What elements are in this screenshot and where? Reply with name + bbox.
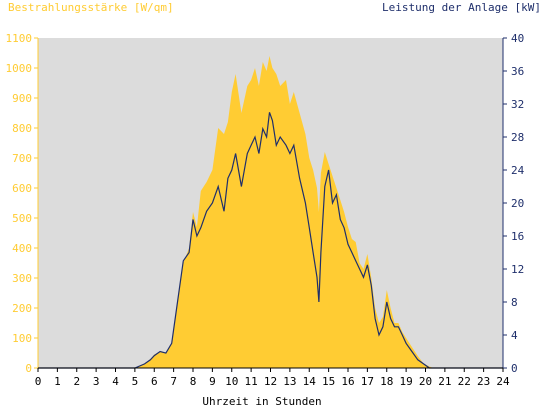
- power-series: [38, 112, 503, 369]
- left-axis-ticks: 0 100 200 300 400 500 600 700 800 900 1000 1100: [6, 32, 38, 375]
- x-tick-label: 1: [54, 375, 61, 388]
- x-tick-label: 8: [190, 375, 197, 388]
- right-tick-label: 0: [511, 362, 518, 375]
- right-tick-label: 28: [511, 131, 524, 144]
- right-tick-label: 40: [511, 32, 524, 45]
- left-tick-label: 400: [12, 242, 32, 255]
- left-axis-title: Bestrahlungsstärke [W/qm]: [8, 1, 174, 14]
- right-tick-label: 8: [511, 296, 518, 309]
- x-tick-label: 3: [93, 375, 100, 388]
- irradiance-area: [38, 56, 503, 368]
- left-tick-label: 500: [12, 212, 32, 225]
- x-tick-label: 23: [477, 375, 490, 388]
- right-tick-label: 24: [511, 164, 525, 177]
- irradiance-series: [38, 56, 503, 368]
- left-tick-label: 200: [12, 302, 32, 315]
- left-tick-label: 100: [12, 332, 32, 345]
- left-tick-label: 1100: [6, 32, 33, 45]
- right-axis-title: Leistung der Anlage [kW]: [382, 1, 541, 14]
- x-axis-title: Uhrzeit in Stunden: [202, 395, 321, 408]
- left-tick-label: 600: [12, 182, 32, 195]
- x-tick-label: 13: [283, 375, 296, 388]
- x-tick-label: 14: [303, 375, 317, 388]
- right-tick-label: 20: [511, 197, 524, 210]
- x-tick-label: 21: [438, 375, 451, 388]
- x-tick-label: 2: [73, 375, 80, 388]
- right-tick-label: 4: [511, 329, 518, 342]
- right-axis-ticks: 0 4 8 12 16 20 24 28 32 36 40: [503, 32, 525, 375]
- left-tick-label: 1000: [6, 62, 33, 75]
- x-tick-label: 16: [341, 375, 354, 388]
- left-tick-label: 800: [12, 122, 32, 135]
- left-tick-label: 900: [12, 92, 32, 105]
- x-tick-label: 24: [496, 375, 510, 388]
- left-tick-label: 0: [25, 362, 32, 375]
- right-tick-label: 16: [511, 230, 524, 243]
- left-tick-label: 300: [12, 272, 32, 285]
- x-tick-label: 10: [225, 375, 238, 388]
- right-tick-label: 12: [511, 263, 524, 276]
- x-tick-label: 19: [400, 375, 413, 388]
- x-tick-label: 6: [151, 375, 158, 388]
- x-tick-label: 7: [170, 375, 177, 388]
- x-tick-label: 22: [458, 375, 471, 388]
- left-tick-label: 700: [12, 152, 32, 165]
- right-tick-label: 32: [511, 98, 524, 111]
- x-tick-label: 5: [132, 375, 139, 388]
- right-tick-label: 36: [511, 65, 524, 78]
- x-tick-label: 20: [419, 375, 432, 388]
- x-tick-label: 9: [209, 375, 216, 388]
- x-tick-label: 15: [322, 375, 335, 388]
- x-tick-label: 18: [380, 375, 393, 388]
- x-tick-label: 11: [245, 375, 258, 388]
- x-tick-label: 4: [112, 375, 119, 388]
- x-axis-ticks: 0 1 2 3 4 5 6 7 8 9 10 11 12 13 14 15 16 17 18 19 20 21 22 23 24: [35, 368, 510, 388]
- power-line: [38, 112, 503, 369]
- x-tick-label: 12: [264, 375, 277, 388]
- x-tick-label: 0: [35, 375, 42, 388]
- x-tick-label: 17: [361, 375, 374, 388]
